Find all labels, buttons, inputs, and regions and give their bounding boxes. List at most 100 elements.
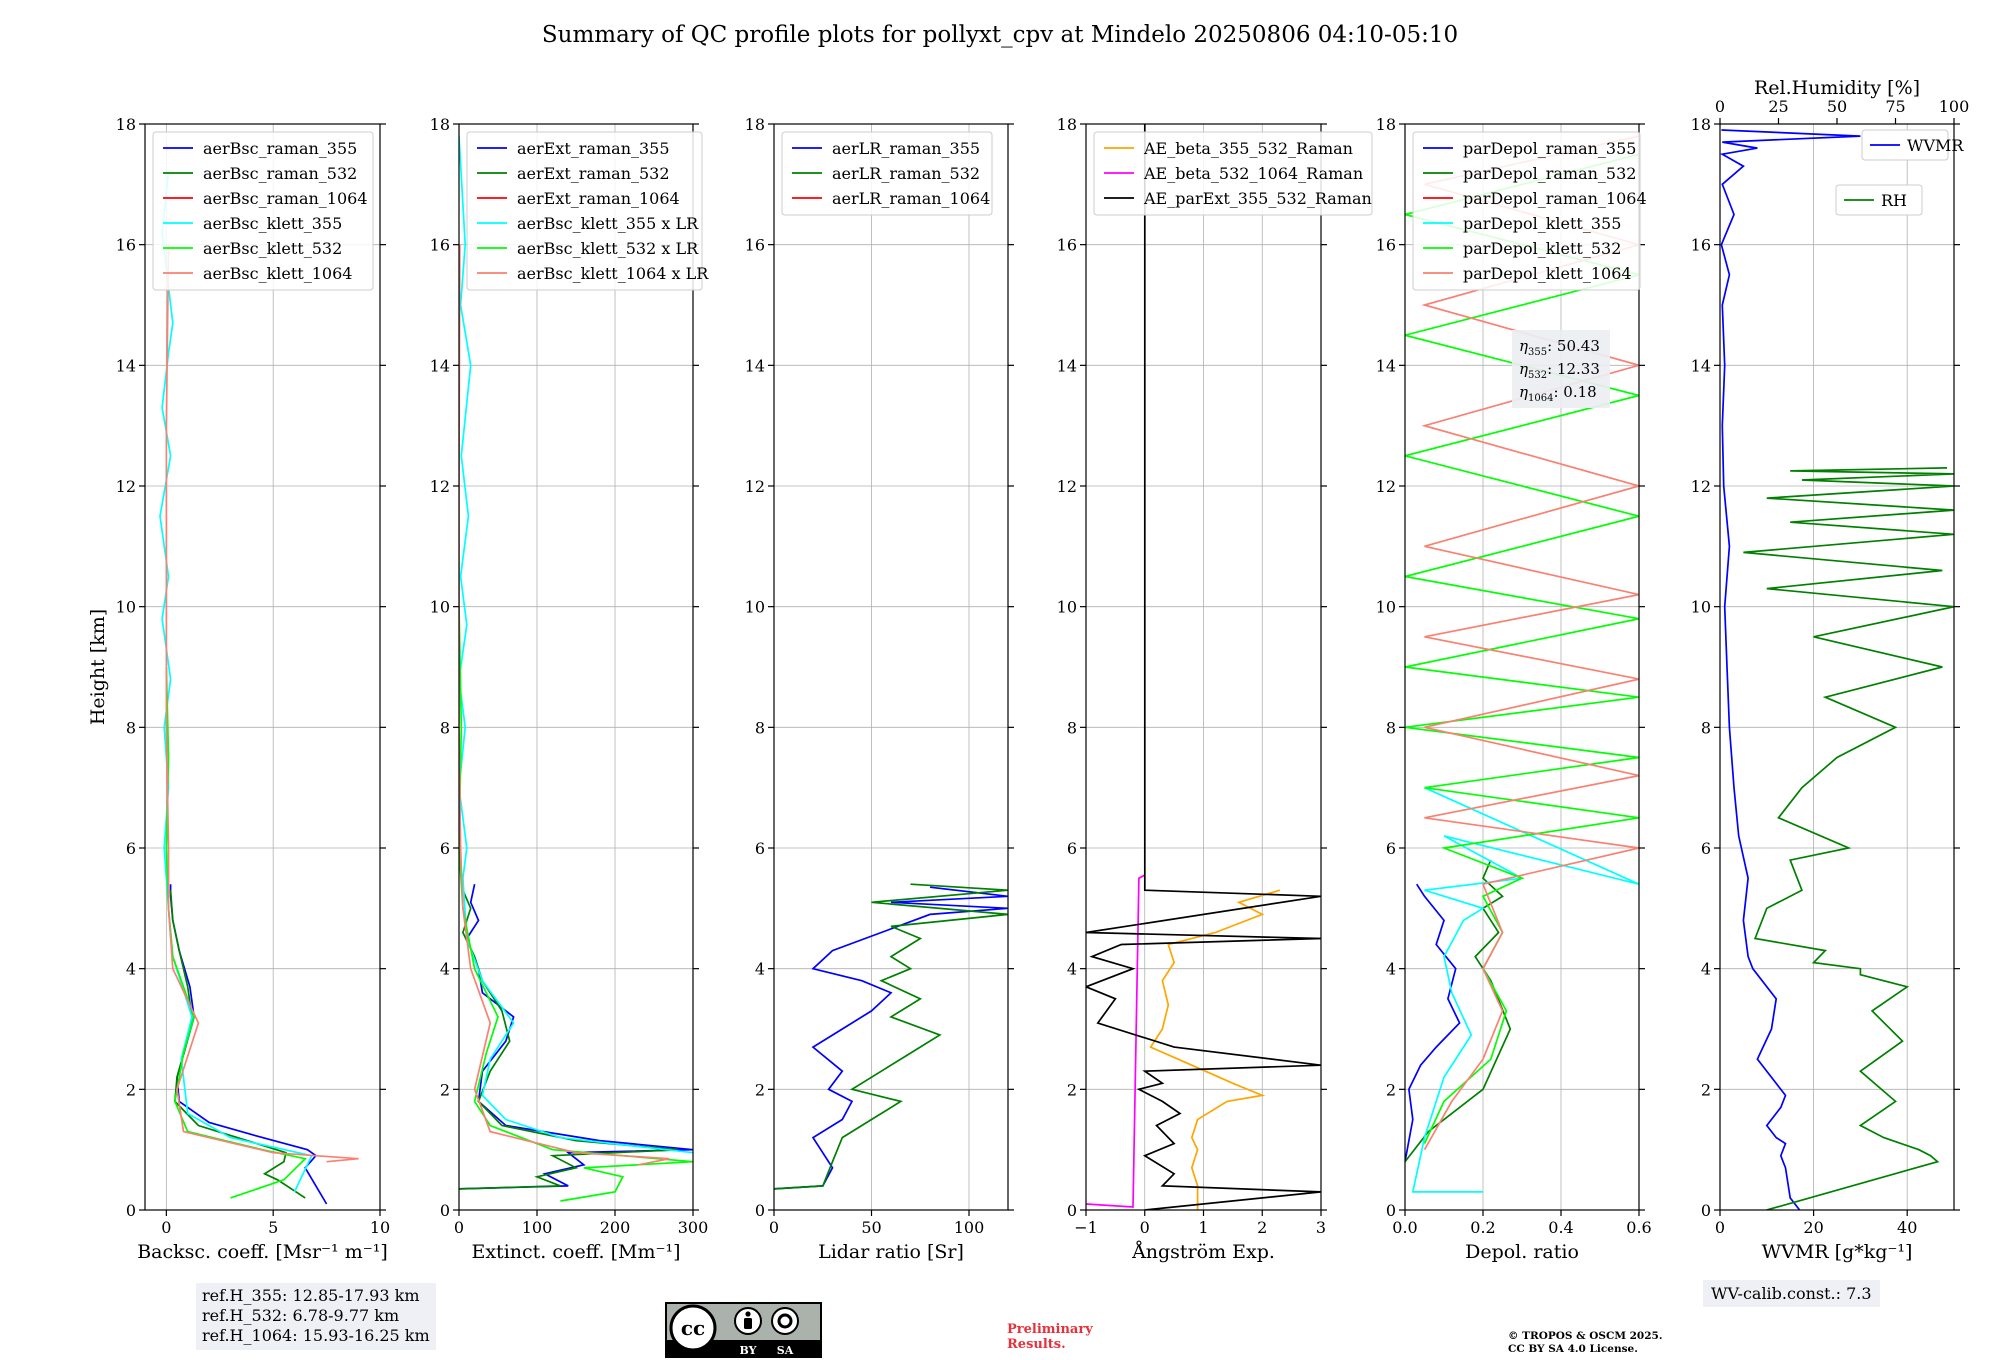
legend-entry: parDepol_raman_1064 bbox=[1463, 189, 1647, 208]
panel-3: 0 2 4 6 8 10 12 14 16 18 0 50 100 Lidar ratio [Sr] aer… bbox=[745, 115, 1014, 1263]
y-tick-label: 0 bbox=[440, 1201, 450, 1220]
x-axis-label: Ångström Exp. bbox=[1131, 1241, 1275, 1263]
y-tick-label: 8 bbox=[1067, 718, 1077, 737]
y-tick-label: 16 bbox=[1057, 236, 1077, 255]
preliminary-line-1: Preliminary bbox=[1007, 1322, 1093, 1337]
by-label: BY bbox=[740, 1344, 757, 1357]
legend-entry: aerBsc_klett_532 bbox=[203, 239, 342, 258]
y-tick-label: 12 bbox=[1057, 477, 1077, 496]
y-tick-label: 0 bbox=[755, 1201, 765, 1220]
x-tick-label: 100 bbox=[954, 1218, 985, 1237]
y-tick-label: 12 bbox=[116, 477, 136, 496]
y-tick-label: 16 bbox=[430, 236, 450, 255]
y-tick-label: 18 bbox=[116, 115, 136, 134]
y-tick-label: 14 bbox=[430, 356, 450, 375]
x-tick-label: 3 bbox=[1316, 1218, 1326, 1237]
series-line-pardepol-raman-532 bbox=[1405, 859, 1512, 1163]
y-tick-label: 0 bbox=[1067, 1201, 1077, 1220]
y-tick-label: 2 bbox=[126, 1080, 136, 1099]
series-line-aerext-raman-355 bbox=[459, 884, 693, 1190]
legend-entry: aerLR_raman_532 bbox=[832, 164, 980, 183]
y-tick-label: 10 bbox=[745, 598, 765, 617]
x-axis-label: WVMR [g*kg⁻¹] bbox=[1762, 1241, 1913, 1263]
y-tick-label: 16 bbox=[745, 236, 765, 255]
y-tick-label: 4 bbox=[1067, 960, 1077, 979]
plot-frame bbox=[1719, 123, 1955, 1211]
y-tick-label: 18 bbox=[1057, 115, 1077, 134]
legend-entry: aerLR_raman_1064 bbox=[832, 189, 990, 208]
figure-title: Summary of QC profile plots for pollyxt_… bbox=[541, 22, 1459, 48]
y-tick-label: 18 bbox=[1691, 115, 1711, 134]
y-tick-label: 4 bbox=[126, 960, 136, 979]
legend-entry: aerExt_raman_355 bbox=[517, 139, 670, 158]
x-tick-top-label: 75 bbox=[1885, 97, 1905, 116]
x-axis-label: Lidar ratio [Sr] bbox=[818, 1241, 964, 1263]
legend-entry: AE_beta_532_1064_Raman bbox=[1143, 164, 1363, 183]
y-tick-label: 12 bbox=[1691, 477, 1711, 496]
y-tick-label: 14 bbox=[116, 356, 136, 375]
copyright-line-1: © TROPOS & OSCM 2025. bbox=[1508, 1330, 1663, 1342]
legend-entry: aerBsc_raman_532 bbox=[203, 164, 357, 183]
y-tick-label: 8 bbox=[126, 718, 136, 737]
y-tick-label: 14 bbox=[1376, 356, 1396, 375]
eta-box bbox=[1512, 330, 1610, 408]
x-tick-top-label: 100 bbox=[1939, 97, 1970, 116]
y-tick-label: 8 bbox=[755, 718, 765, 737]
y-tick-label: 10 bbox=[116, 598, 136, 617]
legend-box bbox=[466, 131, 703, 291]
y-tick-label: 2 bbox=[440, 1080, 450, 1099]
y-tick-label: 4 bbox=[440, 960, 450, 979]
y-tick-label: 14 bbox=[1057, 356, 1077, 375]
y-tick-label: 4 bbox=[755, 960, 765, 979]
plot-frame bbox=[1404, 123, 1640, 1211]
legend-entry: parDepol_raman_532 bbox=[1463, 164, 1636, 183]
panel-5: 0 2 4 6 8 10 12 14 16 18 0.0 0.2 0.4 0.6 Depol. ratio p… bbox=[1376, 115, 1652, 1263]
x-tick-label: 100 bbox=[522, 1218, 553, 1237]
y-tick-label: 6 bbox=[126, 839, 136, 858]
copyright-note: © TROPOS & OSCM 2025. CC BY SA 4.0 Licen… bbox=[1508, 1330, 1663, 1356]
series-line-aerbsc-klett-1064 bbox=[165, 244, 359, 1163]
preliminary-note: Preliminary Results. bbox=[1007, 1322, 1093, 1352]
x-tick-label: 0.0 bbox=[1392, 1218, 1417, 1237]
preliminary-line-2: Results. bbox=[1007, 1337, 1066, 1352]
x-tick-top-label: 0 bbox=[1715, 97, 1725, 116]
y-tick-label: 4 bbox=[1701, 960, 1711, 979]
x-tick-top-label: 50 bbox=[1827, 97, 1847, 116]
cc-logo-icon bbox=[669, 1304, 717, 1352]
y-tick-label: 6 bbox=[440, 839, 450, 858]
cc-by-sa-badge: cc BY SA bbox=[665, 1302, 822, 1358]
copyright-line-2: CC BY SA 4.0 License. bbox=[1508, 1343, 1638, 1355]
plot-frame bbox=[458, 123, 694, 1211]
panel-2: 0 2 4 6 8 10 12 14 16 18 0 100 200 300 Extinct. coeff.… bbox=[430, 115, 710, 1263]
x-tick-label: 0.4 bbox=[1548, 1218, 1573, 1237]
legend-entry: aerBsc_raman_1064 bbox=[203, 189, 368, 208]
y-tick-label: 0 bbox=[1701, 1201, 1711, 1220]
x-tick-label: 1 bbox=[1198, 1218, 1208, 1237]
x-tick-label: 5 bbox=[268, 1218, 278, 1237]
y-tick-label: 10 bbox=[1057, 598, 1077, 617]
y-tick-label: 18 bbox=[1376, 115, 1396, 134]
sa-label: SA bbox=[777, 1344, 794, 1357]
legend-entry: aerBsc_raman_355 bbox=[203, 139, 357, 158]
ref-height-box: ref.H_355: 12.85-17.93 km ref.H_532: 6.7… bbox=[196, 1283, 436, 1350]
ref-height-532: ref.H_532: 6.78-9.77 km bbox=[202, 1306, 400, 1325]
x-axis-label: Extinct. coeff. [Mm⁻¹] bbox=[471, 1241, 680, 1263]
series-line-ae-beta-355-532-raman bbox=[1149, 889, 1281, 1210]
plot-frame bbox=[773, 123, 1009, 1211]
series-line-aerbsc-klett-532-x-lr bbox=[459, 606, 693, 1202]
series-line-aerbsc-raman-532 bbox=[169, 890, 306, 1199]
x-tick-label: 10 bbox=[370, 1218, 390, 1237]
y-tick-label: 14 bbox=[1691, 356, 1711, 375]
x-tick-label: 0 bbox=[161, 1218, 171, 1237]
ref-height-1064: ref.H_1064: 15.93-16.25 km bbox=[202, 1326, 430, 1345]
series-line-aerlr-raman-532 bbox=[774, 883, 1008, 1190]
y-tick-label: 6 bbox=[1386, 839, 1396, 858]
y-tick-label: 12 bbox=[430, 477, 450, 496]
series-line-pardepol-klett-355 bbox=[1411, 786, 1639, 1193]
series-line-aerbsc-raman-355 bbox=[169, 884, 328, 1205]
series-line-aerbsc-klett-355-x-lr bbox=[459, 136, 693, 1154]
y-tick-label: 16 bbox=[1691, 236, 1711, 255]
